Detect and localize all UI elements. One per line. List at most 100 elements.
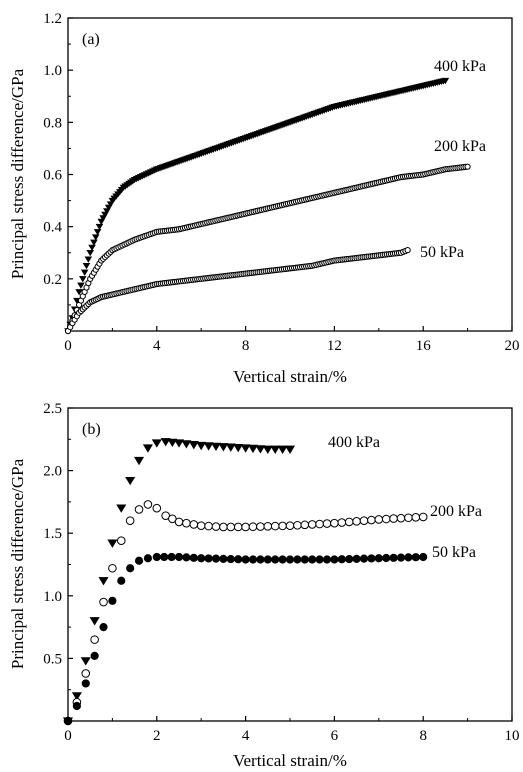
data-point	[189, 520, 199, 529]
data-point	[300, 520, 310, 530]
data-point	[99, 597, 108, 607]
data-point	[90, 651, 99, 660]
data-point	[441, 77, 450, 85]
data-point	[134, 505, 144, 514]
data-point	[256, 555, 265, 564]
data-point	[411, 553, 420, 562]
x-axis-label-b: Vertical strain/%	[233, 751, 347, 770]
data-point	[80, 657, 91, 666]
data-point	[345, 554, 354, 564]
data-point	[337, 518, 347, 527]
x-tick-label-b: 8	[419, 728, 427, 744]
data-point	[240, 444, 251, 453]
data-point	[389, 514, 398, 523]
data-point	[125, 476, 136, 486]
data-point	[382, 553, 391, 563]
data-point	[262, 445, 273, 454]
x-ticks-b: 0 2 4 6 8 10	[64, 716, 520, 744]
data-point	[88, 244, 96, 252]
data-point	[359, 554, 369, 563]
data-point	[173, 439, 185, 448]
y-axis-label-a: Principal stress difference/GPa	[8, 68, 27, 279]
plot-frame-b	[67, 407, 513, 722]
data-point	[196, 441, 207, 451]
data-point	[277, 445, 288, 454]
x-axis-label-a: Vertical strain/%	[233, 367, 347, 386]
data-point	[419, 552, 428, 562]
data-point	[210, 442, 222, 452]
series-label-b-400kpa: 400 kPa	[328, 434, 380, 451]
data-point	[352, 517, 361, 526]
data-point	[271, 555, 280, 564]
data-point	[167, 552, 176, 562]
data-point	[117, 576, 126, 585]
y-tick-label-b: 2.5	[43, 401, 62, 417]
data-point	[352, 554, 361, 563]
series-group-b	[62, 438, 428, 726]
data-point	[396, 553, 406, 562]
panel-label-a: (a)	[82, 31, 100, 48]
data-point	[142, 444, 153, 453]
y-tick-label-b: 0.5	[43, 651, 62, 667]
data-point	[108, 596, 117, 605]
data-point	[91, 234, 100, 241]
data-point	[181, 440, 192, 449]
data-point	[204, 521, 213, 531]
data-point	[263, 555, 272, 564]
x-tick-label-a: 16	[416, 338, 432, 354]
x-tick-label-b: 2	[153, 728, 161, 744]
x-tick-label-b: 10	[505, 728, 520, 744]
y-tick-label-a: 1.2	[43, 11, 62, 27]
data-point	[98, 577, 109, 586]
y-tick-label-a: 1.0	[43, 63, 62, 79]
series-a-200kpa	[64, 163, 471, 335]
data-point	[211, 554, 221, 563]
data-point	[285, 555, 295, 564]
data-point	[315, 555, 324, 564]
data-point	[337, 555, 346, 564]
data-point	[160, 552, 169, 562]
data-point	[90, 635, 99, 644]
data-point	[308, 555, 317, 564]
series-a-50kpa	[64, 247, 411, 335]
data-point	[75, 289, 83, 296]
x-tick-label-b: 0	[64, 728, 72, 744]
series-label-b-200kpa: 200 kPa	[430, 503, 482, 520]
y-tick-label-b: 1.0	[43, 589, 62, 605]
data-point	[248, 522, 258, 532]
data-point	[226, 554, 235, 564]
data-point	[197, 554, 206, 563]
x-tick-label-a: 4	[153, 338, 161, 354]
data-point	[367, 554, 376, 563]
data-point	[151, 439, 162, 448]
data-point	[81, 669, 91, 678]
data-point	[182, 553, 191, 562]
data-point	[134, 556, 144, 565]
x-tick-label-a: 0	[64, 338, 72, 354]
series-b-400kpa	[62, 438, 296, 726]
data-point	[411, 513, 421, 522]
y-tick-label-a: 0.6	[43, 168, 62, 184]
data-point	[143, 554, 153, 563]
data-point	[404, 553, 413, 562]
data-point	[174, 552, 184, 562]
data-point	[248, 555, 258, 564]
data-point	[211, 522, 221, 531]
x-tick-label-b: 6	[331, 728, 339, 744]
data-point	[95, 223, 104, 231]
data-point	[322, 555, 332, 564]
data-point	[404, 247, 411, 254]
data-point	[241, 555, 250, 564]
data-point	[270, 445, 281, 454]
data-point	[285, 521, 295, 530]
y-ticks-a: 0.2 0.4 0.6 0.8 1.0 1.2	[43, 11, 73, 306]
data-point	[174, 517, 184, 527]
data-point	[116, 504, 127, 513]
data-point	[204, 554, 213, 563]
data-point	[188, 441, 199, 450]
data-point	[93, 229, 102, 236]
data-point	[125, 516, 135, 525]
y-axis-label-b: Principal stress difference/GPa	[8, 458, 27, 669]
data-point	[374, 554, 383, 563]
